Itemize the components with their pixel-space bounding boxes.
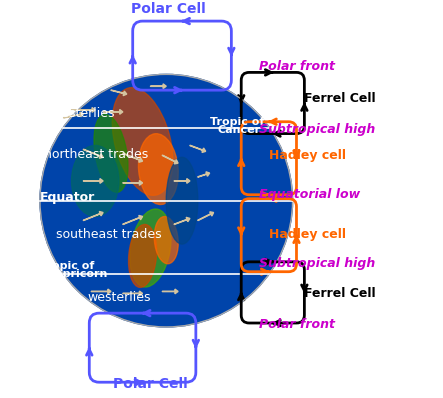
Text: Hadley cell: Hadley cell <box>269 228 346 241</box>
Text: Polar Cell: Polar Cell <box>131 2 206 16</box>
Text: Capricorn: Capricorn <box>48 269 108 279</box>
FancyArrow shape <box>123 215 143 224</box>
Text: Ferrel Cell: Ferrel Cell <box>304 287 376 300</box>
Circle shape <box>40 74 292 327</box>
Text: Equator: Equator <box>40 191 95 205</box>
FancyArrow shape <box>71 107 95 112</box>
FancyArrow shape <box>64 112 83 118</box>
FancyArrow shape <box>174 179 190 183</box>
Ellipse shape <box>166 157 198 244</box>
Ellipse shape <box>128 224 157 287</box>
Text: northeast trades: northeast trades <box>44 148 148 161</box>
Text: Subtropical high: Subtropical high <box>259 123 375 136</box>
Text: westerlies: westerlies <box>87 291 151 304</box>
Ellipse shape <box>139 134 178 205</box>
Text: Ferrel Cell: Ferrel Cell <box>304 92 376 105</box>
Text: Cancer: Cancer <box>218 125 260 135</box>
FancyArrow shape <box>83 211 103 220</box>
FancyArrow shape <box>83 149 103 158</box>
Text: Polar front: Polar front <box>259 318 335 332</box>
Text: Polar Cell: Polar Cell <box>113 377 188 391</box>
FancyArrow shape <box>190 145 206 152</box>
Ellipse shape <box>154 217 178 264</box>
FancyArrow shape <box>198 212 214 220</box>
FancyArrow shape <box>91 289 111 294</box>
FancyArrow shape <box>111 90 127 96</box>
FancyArrow shape <box>162 155 178 164</box>
Text: Hadley cell: Hadley cell <box>269 149 346 162</box>
Text: southeast trades: southeast trades <box>56 228 161 241</box>
FancyArrow shape <box>198 172 210 177</box>
Text: westerlies: westerlies <box>52 107 115 120</box>
Text: Tropic of: Tropic of <box>210 117 264 127</box>
Text: Subtropical high: Subtropical high <box>259 258 375 270</box>
Text: Polar front: Polar front <box>259 60 335 73</box>
FancyArrow shape <box>83 179 103 183</box>
FancyArrow shape <box>162 289 178 294</box>
Text: Tropic of: Tropic of <box>40 261 94 271</box>
FancyArrow shape <box>103 109 123 114</box>
Ellipse shape <box>112 88 173 195</box>
FancyArrow shape <box>123 181 143 185</box>
Ellipse shape <box>71 145 119 217</box>
FancyArrow shape <box>123 153 143 162</box>
Ellipse shape <box>130 209 171 287</box>
FancyArrow shape <box>151 84 166 89</box>
Ellipse shape <box>94 114 128 192</box>
FancyArrow shape <box>123 291 143 296</box>
FancyArrow shape <box>174 217 190 224</box>
Text: Equatorial low: Equatorial low <box>259 188 360 201</box>
